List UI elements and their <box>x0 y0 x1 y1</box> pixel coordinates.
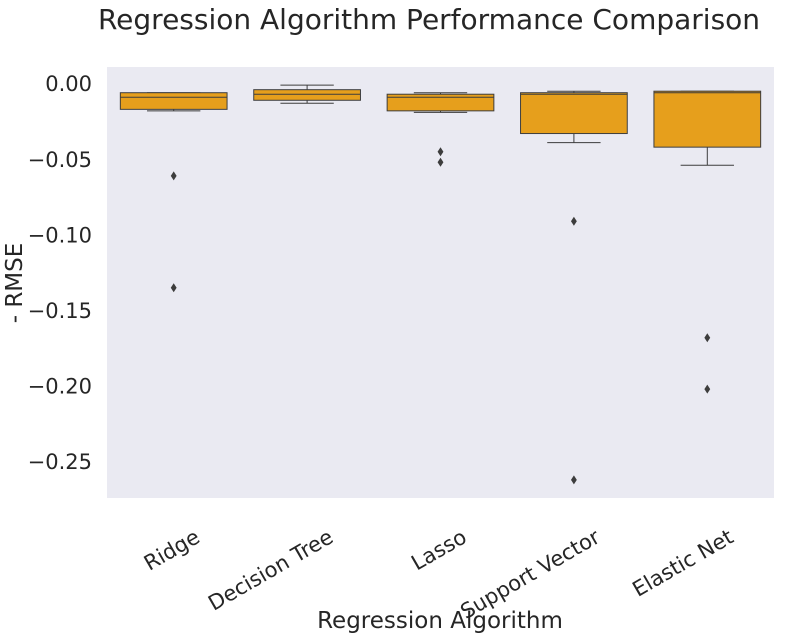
boxes <box>119 84 762 485</box>
box-group <box>520 90 628 485</box>
box-iqr <box>653 90 762 148</box>
y-tick-label: −0.10 <box>28 223 92 247</box>
x-tick-label: Lasso <box>407 525 470 575</box>
box-iqr <box>520 92 628 135</box>
box-iqr <box>386 93 495 112</box>
box-group <box>386 92 495 167</box>
outlier-point <box>437 157 444 167</box>
y-tick-label: −0.20 <box>28 375 92 399</box>
y-axis-label: - RMSE <box>2 243 28 324</box>
box-iqr <box>253 89 361 101</box>
outlier-point <box>570 475 577 485</box>
y-axis-ticks: 0.00 −0.05 −0.10 −0.15 −0.20 −0.25 <box>28 72 92 474</box>
y-tick-label: −0.25 <box>28 450 92 474</box>
box-group <box>253 84 361 104</box>
x-tick-label: Elastic Net <box>628 525 737 602</box>
outlier-point <box>704 333 711 343</box>
box-group <box>119 92 228 293</box>
box-group <box>653 90 762 394</box>
y-tick-label: −0.15 <box>28 299 92 323</box>
x-tick-label: Ridge <box>140 525 204 576</box>
x-axis-label: Regression Algorithm <box>317 608 563 634</box>
chart-title: Regression Algorithm Performance Compari… <box>98 3 760 36</box>
outlier-point <box>170 171 177 181</box>
box-iqr <box>119 92 228 110</box>
outlier-point <box>437 147 444 157</box>
x-tick-label: Decision Tree <box>204 525 337 616</box>
outlier-point <box>570 216 577 226</box>
y-tick-label: 0.00 <box>45 72 92 96</box>
outlier-point <box>170 283 177 293</box>
y-tick-label: −0.05 <box>28 148 92 172</box>
outlier-point <box>704 384 711 394</box>
